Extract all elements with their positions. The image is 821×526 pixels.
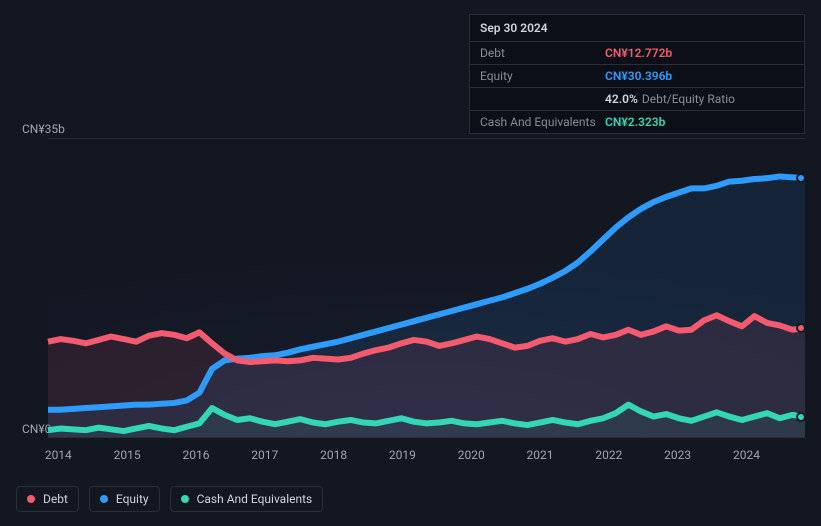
x-axis: 2014 2015 2016 2017 2018 2019 2020 2021 2022 2023… [48,442,805,466]
legend-item-label: Equity [116,492,149,506]
tooltip-row-extra: Debt/Equity Ratio [642,92,735,106]
x-tick: 2021 [527,448,554,462]
tooltip-row-label [480,92,605,106]
tooltip-row-value-wrap: CN¥30.396b [605,69,672,83]
tooltip-row-value: CN¥30.396b [605,69,672,83]
tooltip-row-value-wrap: CN¥12.772b [605,46,672,60]
tooltip-row: Cash And EquivalentsCN¥2.323b [470,111,804,133]
legend: Debt Equity Cash And Equivalents [16,486,323,512]
legend-item-debt[interactable]: Debt [16,486,79,512]
tooltip-row-value-wrap: CN¥2.323b [605,115,665,129]
x-tick: 2017 [251,448,278,462]
x-tick: 2016 [182,448,209,462]
chart-area: CN¥35b CN¥0 2014 2015 2016 2017 2018 2019 2020… [16,120,805,466]
legend-item-label: Cash And Equivalents [197,492,313,506]
tooltip-row-value: CN¥12.772b [605,46,672,60]
legend-dot-icon [100,495,108,503]
x-tick: 2018 [320,448,347,462]
legend-item-equity[interactable]: Equity [89,486,160,512]
series-marker-cash-and-equivalents [796,412,806,422]
tooltip-date: Sep 30 2024 [470,15,804,42]
y-axis-min-label: CN¥0 [22,422,51,436]
x-tick: 2015 [114,448,141,462]
legend-item-label: Debt [43,492,68,506]
x-tick: 2019 [389,448,416,462]
legend-dot-icon [181,495,189,503]
x-tick: 2024 [733,448,760,462]
tooltip-row: 42.0% Debt/Equity Ratio [470,88,804,111]
tooltip-row: DebtCN¥12.772b [470,42,804,65]
series-marker-equity [796,173,806,183]
legend-dot-icon [27,495,35,503]
tooltip-row-label: Debt [480,46,605,60]
x-tick: 2023 [664,448,691,462]
tooltip-row-value: CN¥2.323b [605,115,665,129]
data-tooltip: Sep 30 2024 DebtCN¥12.772bEquityCN¥30.39… [469,14,805,134]
x-tick: 2022 [595,448,622,462]
series-marker-debt [796,323,806,333]
tooltip-row-value-wrap: 42.0% Debt/Equity Ratio [605,92,735,106]
x-tick: 2020 [458,448,485,462]
x-tick: 2014 [45,448,72,462]
plot-region[interactable] [48,138,805,438]
tooltip-row-label: Equity [480,69,605,83]
tooltip-row-value: 42.0% [605,92,638,106]
tooltip-row-label: Cash And Equivalents [480,115,605,129]
y-axis-max-label: CN¥35b [22,122,65,136]
tooltip-row: EquityCN¥30.396b [470,65,804,88]
legend-item-cash-and-equivalents[interactable]: Cash And Equivalents [170,486,324,512]
